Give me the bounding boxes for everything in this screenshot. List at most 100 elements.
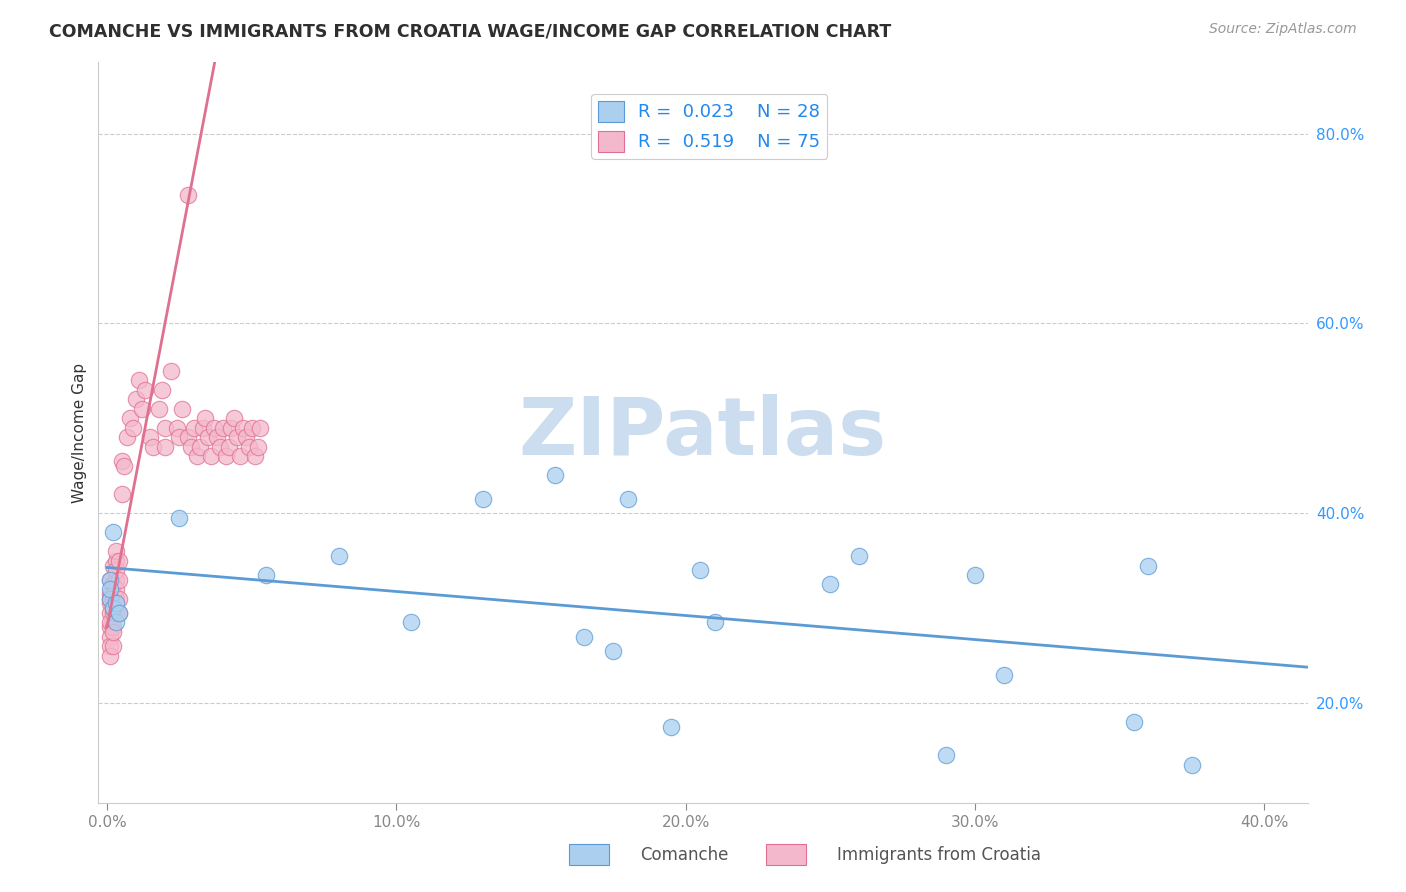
Text: Immigrants from Croatia: Immigrants from Croatia: [837, 846, 1040, 863]
Point: [689, 563, 711, 577]
Point: [963, 568, 986, 582]
Point: [1181, 757, 1204, 772]
Point: [101, 591, 124, 606]
Point: [104, 554, 127, 568]
Point: [188, 440, 211, 454]
Point: [935, 748, 957, 763]
Point: [208, 440, 231, 454]
Point: [98, 591, 121, 606]
Point: [180, 440, 202, 454]
Point: [101, 558, 124, 573]
Point: [101, 606, 124, 620]
Point: [153, 440, 176, 454]
Point: [232, 421, 254, 435]
Point: [98, 591, 121, 606]
Point: [98, 615, 121, 630]
Point: [1123, 715, 1146, 730]
Point: [150, 383, 173, 397]
Point: [104, 573, 127, 587]
Point: [104, 563, 127, 577]
Point: [544, 468, 567, 483]
Point: [131, 401, 153, 416]
Point: [328, 549, 350, 563]
Point: [101, 601, 124, 615]
Point: [101, 577, 124, 591]
Point: [117, 430, 139, 444]
Text: ZIPatlas: ZIPatlas: [519, 393, 887, 472]
Point: [238, 440, 260, 454]
Point: [200, 450, 222, 464]
Point: [226, 430, 249, 444]
Point: [215, 450, 238, 464]
Point: [197, 430, 219, 444]
Point: [98, 606, 121, 620]
Point: [128, 373, 150, 387]
Point: [98, 620, 121, 634]
Point: [120, 411, 142, 425]
Legend: R =  0.023    N = 28, R =  0.519    N = 75: R = 0.023 N = 28, R = 0.519 N = 75: [591, 94, 827, 159]
Point: [107, 554, 129, 568]
Point: [104, 615, 127, 630]
Point: [98, 573, 121, 587]
Point: [993, 667, 1015, 681]
Point: [177, 430, 200, 444]
Point: [101, 525, 124, 540]
Point: [172, 401, 194, 416]
Point: [186, 450, 208, 464]
Point: [602, 644, 624, 658]
Point: [104, 544, 127, 558]
Point: [169, 511, 191, 525]
Point: [183, 421, 205, 435]
Point: [218, 440, 240, 454]
Point: [659, 720, 682, 734]
Point: [101, 601, 124, 615]
Y-axis label: Wage/Income Gap: Wage/Income Gap: [72, 362, 87, 503]
Point: [166, 421, 188, 435]
Point: [235, 430, 257, 444]
Point: [101, 587, 124, 601]
Point: [211, 421, 233, 435]
Point: [169, 430, 191, 444]
Point: [617, 491, 640, 506]
Text: Source: ZipAtlas.com: Source: ZipAtlas.com: [1209, 22, 1357, 37]
Point: [848, 549, 870, 563]
Point: [221, 421, 243, 435]
Point: [240, 421, 263, 435]
Point: [703, 615, 725, 630]
Point: [472, 491, 495, 506]
Point: [1137, 558, 1160, 573]
Point: [101, 620, 124, 634]
Point: [104, 606, 127, 620]
Point: [101, 624, 124, 639]
Point: [249, 421, 271, 435]
Point: [194, 411, 217, 425]
Point: [104, 582, 127, 597]
Point: [243, 450, 266, 464]
Point: [153, 421, 176, 435]
Point: [205, 430, 228, 444]
Point: [98, 630, 121, 644]
Point: [98, 582, 121, 597]
Point: [98, 639, 121, 653]
Point: [177, 188, 200, 202]
Point: [122, 421, 145, 435]
Point: [110, 487, 132, 501]
Point: [134, 383, 156, 397]
Point: [110, 454, 132, 468]
Point: [107, 573, 129, 587]
Point: [107, 606, 129, 620]
Point: [224, 411, 246, 425]
Point: [148, 401, 170, 416]
Point: [125, 392, 148, 407]
Point: [574, 630, 596, 644]
Text: Comanche: Comanche: [640, 846, 728, 863]
Point: [104, 597, 127, 611]
Point: [104, 591, 127, 606]
Point: [107, 606, 129, 620]
Point: [202, 421, 225, 435]
Point: [114, 458, 136, 473]
Point: [107, 591, 129, 606]
Point: [159, 364, 181, 378]
Point: [820, 577, 842, 591]
Point: [142, 440, 165, 454]
